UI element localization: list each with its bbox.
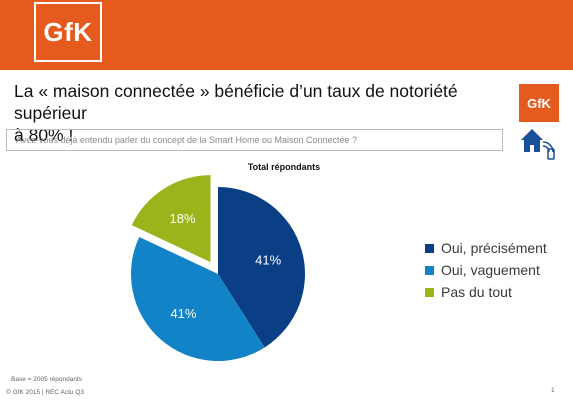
survey-question: Avez-vous déjà entendu parler du concept… [6,129,503,151]
base-note: Base = 2005 répondants [11,376,83,383]
legend-swatch [425,243,434,253]
pie-chart-area: Total répondants 41% 41% 18% [0,155,573,380]
legend-item: Oui, vaguement [425,262,547,278]
gfk-small-logo: GfK [519,84,559,122]
legend-swatch [425,287,434,297]
pie-slice [218,187,305,348]
legend-label: Oui, précisément [441,240,547,256]
copyright-note: © GfK 2015 | REC Actu Q3 [6,389,85,396]
slide-title-line-1: La « maison connectée » bénéficie d’un t… [14,81,458,123]
header-bar: GfK [0,0,573,70]
pie-slice [131,175,211,263]
legend-item: Pas du tout [425,284,547,300]
page-number: 1 [551,387,555,394]
slide-title: La « maison connectée » bénéficie d’un t… [14,80,504,146]
chart-title: Total répondants [248,162,320,172]
slide-title-line-2: à 80% ! [14,125,74,145]
slice-label: 18% [170,211,196,226]
slice-label: 41% [170,306,196,321]
smart-home-icon [521,129,555,160]
slice-label: 41% [255,252,281,267]
legend-label: Pas du tout [441,284,512,300]
legend-label: Oui, vaguement [441,262,540,278]
chart-legend: Oui, précisément Oui, vaguement Pas du t… [425,240,547,306]
gfk-logo: GfK [34,2,102,62]
legend-item: Oui, précisément [425,240,547,256]
pie-slice [131,236,265,361]
legend-swatch [425,265,434,275]
pie-chart: Total répondants 41% 41% 18% [131,162,320,361]
